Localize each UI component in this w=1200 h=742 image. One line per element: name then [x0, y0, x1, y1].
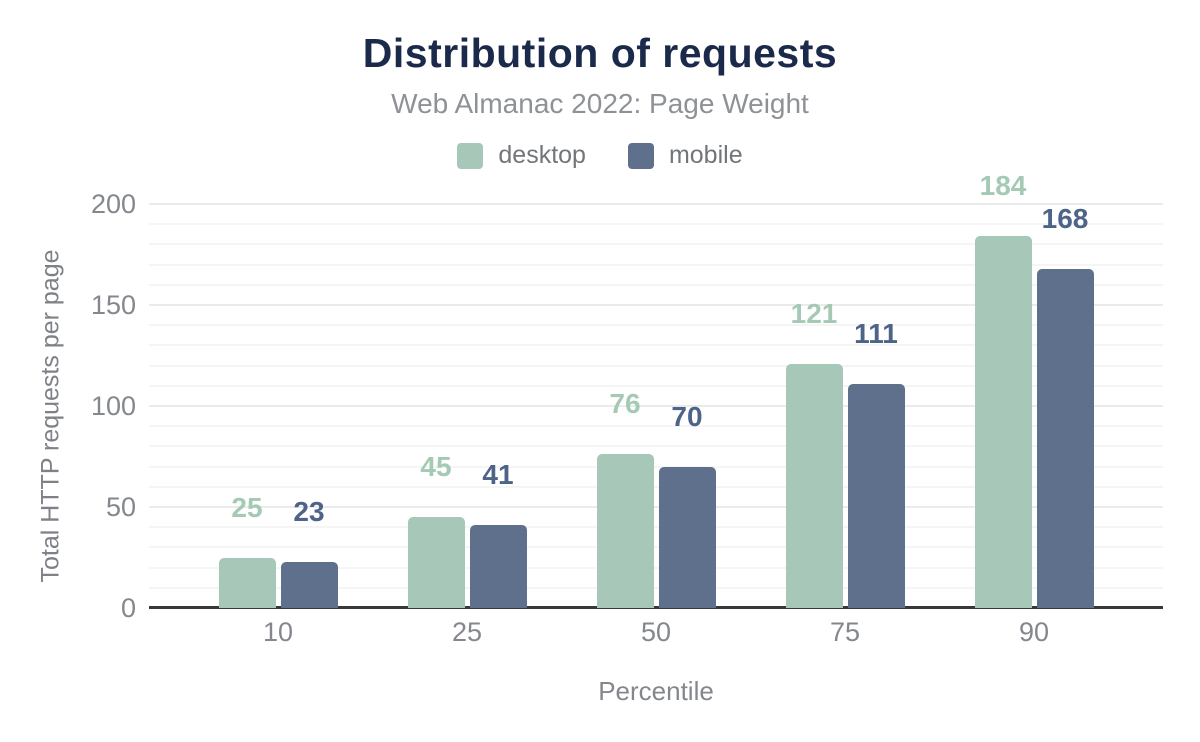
value-label-mobile-p25: 41 — [482, 459, 514, 491]
minor-gridline — [149, 283, 1163, 286]
x-axis-line — [149, 606, 1163, 609]
y-tick-label: 200 — [90, 189, 136, 219]
minor-gridline — [149, 344, 1163, 347]
major-gridline — [149, 304, 1163, 306]
bar-mobile-p10 — [280, 561, 338, 608]
minor-gridline — [149, 546, 1163, 549]
minor-gridline — [149, 223, 1163, 226]
x-tick-label: 75 — [829, 617, 861, 647]
minor-gridline — [149, 324, 1163, 327]
minor-gridline — [149, 465, 1163, 468]
value-label-mobile-p75: 111 — [854, 317, 898, 349]
x-tick-label: 50 — [640, 617, 672, 647]
legend-swatch-desktop-icon — [457, 142, 484, 169]
minor-gridline — [149, 526, 1163, 529]
value-label-mobile-p50: 70 — [671, 400, 703, 432]
minor-gridline — [149, 263, 1163, 266]
bar-mobile-p25 — [469, 525, 527, 608]
bar-desktop-p50 — [596, 454, 654, 608]
legend: desktop mobile — [0, 141, 1200, 170]
bar-mobile-p90 — [1036, 268, 1094, 608]
y-tick-label: 100 — [90, 391, 136, 421]
legend-item-mobile[interactable]: mobile — [627, 141, 743, 170]
bar-desktop-p75 — [785, 363, 843, 608]
minor-gridline — [149, 485, 1163, 488]
x-tick-label: 25 — [451, 617, 483, 647]
bar-desktop-p10 — [218, 557, 276, 608]
legend-label-desktop: desktop — [498, 141, 586, 169]
value-label-desktop-p10: 25 — [231, 491, 263, 523]
value-label-desktop-p90: 184 — [979, 170, 1027, 202]
minor-gridline — [149, 243, 1163, 246]
minor-gridline — [149, 445, 1163, 448]
chart-subtitle: Web Almanac 2022: Page Weight — [391, 88, 809, 119]
x-axis-title: Percentile — [598, 676, 714, 706]
value-label-mobile-p90: 168 — [1041, 202, 1089, 234]
y-tick-label: 150 — [90, 290, 136, 320]
minor-gridline — [149, 566, 1163, 569]
value-label-desktop-p75: 121 — [790, 297, 838, 329]
value-label-desktop-p25: 45 — [420, 451, 452, 483]
bar-desktop-p25 — [407, 517, 465, 608]
legend-item-desktop[interactable]: desktop — [457, 141, 586, 170]
major-gridline — [149, 203, 1163, 205]
x-tick-label: 90 — [1018, 617, 1050, 647]
bar-desktop-p90 — [974, 236, 1032, 608]
y-tick-label: 0 — [120, 593, 136, 623]
legend-swatch-mobile-icon — [627, 142, 654, 169]
major-gridline — [149, 405, 1163, 407]
chart-title: Distribution of requests — [362, 30, 838, 76]
minor-gridline — [149, 384, 1163, 387]
major-gridline — [149, 506, 1163, 508]
x-tick-label: 10 — [262, 617, 294, 647]
plot-area: 25 23 45 41 76 70 121 111 184 168 — [149, 170, 1163, 609]
bar-mobile-p50 — [658, 466, 716, 608]
minor-gridline — [149, 425, 1163, 428]
minor-gridline — [149, 586, 1163, 589]
legend-label-mobile: mobile — [668, 141, 743, 169]
value-label-desktop-p50: 76 — [609, 388, 641, 420]
minor-gridline — [149, 364, 1163, 367]
y-tick-label: 50 — [105, 492, 136, 522]
value-label-mobile-p10: 23 — [293, 495, 325, 527]
bar-mobile-p75 — [847, 383, 905, 608]
